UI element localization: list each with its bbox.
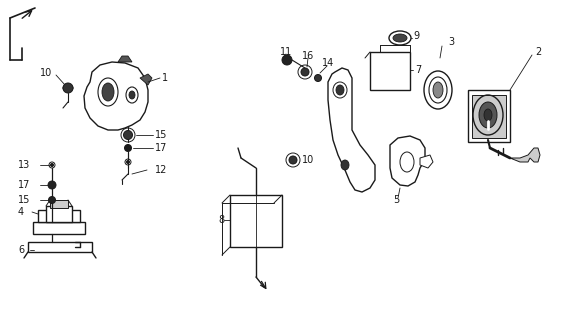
Polygon shape (38, 210, 80, 222)
Polygon shape (472, 95, 506, 138)
Ellipse shape (484, 109, 492, 121)
Polygon shape (28, 242, 92, 252)
Polygon shape (118, 56, 132, 62)
Text: 2: 2 (535, 47, 541, 57)
Ellipse shape (341, 160, 349, 170)
Polygon shape (468, 90, 510, 142)
Polygon shape (46, 206, 72, 222)
Text: 12: 12 (155, 165, 168, 175)
Polygon shape (510, 148, 540, 162)
Polygon shape (140, 74, 152, 85)
Circle shape (50, 164, 53, 166)
Ellipse shape (129, 91, 135, 99)
Text: 15: 15 (155, 130, 168, 140)
Text: 10: 10 (302, 155, 314, 165)
Ellipse shape (433, 82, 443, 98)
Polygon shape (50, 200, 68, 208)
Text: 15: 15 (18, 195, 30, 205)
Text: 17: 17 (18, 180, 30, 190)
Circle shape (63, 83, 73, 93)
Text: 11: 11 (280, 47, 292, 57)
Text: 1: 1 (162, 73, 168, 83)
Polygon shape (33, 222, 85, 234)
Ellipse shape (479, 102, 497, 128)
Text: 4: 4 (18, 207, 24, 217)
Polygon shape (328, 68, 375, 192)
Text: 16: 16 (302, 51, 314, 61)
Ellipse shape (102, 83, 114, 101)
Text: 3: 3 (448, 37, 454, 47)
Ellipse shape (393, 34, 407, 42)
Polygon shape (390, 136, 425, 186)
Circle shape (289, 156, 297, 164)
Text: 17: 17 (155, 143, 168, 153)
Polygon shape (230, 195, 282, 247)
Circle shape (49, 196, 56, 204)
Circle shape (282, 55, 292, 65)
Circle shape (314, 75, 321, 82)
Text: 6: 6 (18, 245, 24, 255)
Text: 7: 7 (415, 65, 421, 75)
Circle shape (125, 145, 132, 151)
Circle shape (124, 131, 132, 140)
Polygon shape (420, 155, 433, 168)
Text: 10: 10 (40, 68, 52, 78)
Polygon shape (84, 62, 148, 130)
Circle shape (126, 161, 129, 164)
Text: 13: 13 (18, 160, 30, 170)
Circle shape (301, 68, 309, 76)
Text: 9: 9 (413, 31, 419, 41)
Circle shape (48, 181, 56, 189)
Text: 8: 8 (218, 215, 224, 225)
Text: 5: 5 (393, 195, 399, 205)
Text: 14: 14 (322, 58, 334, 68)
Ellipse shape (336, 85, 344, 95)
